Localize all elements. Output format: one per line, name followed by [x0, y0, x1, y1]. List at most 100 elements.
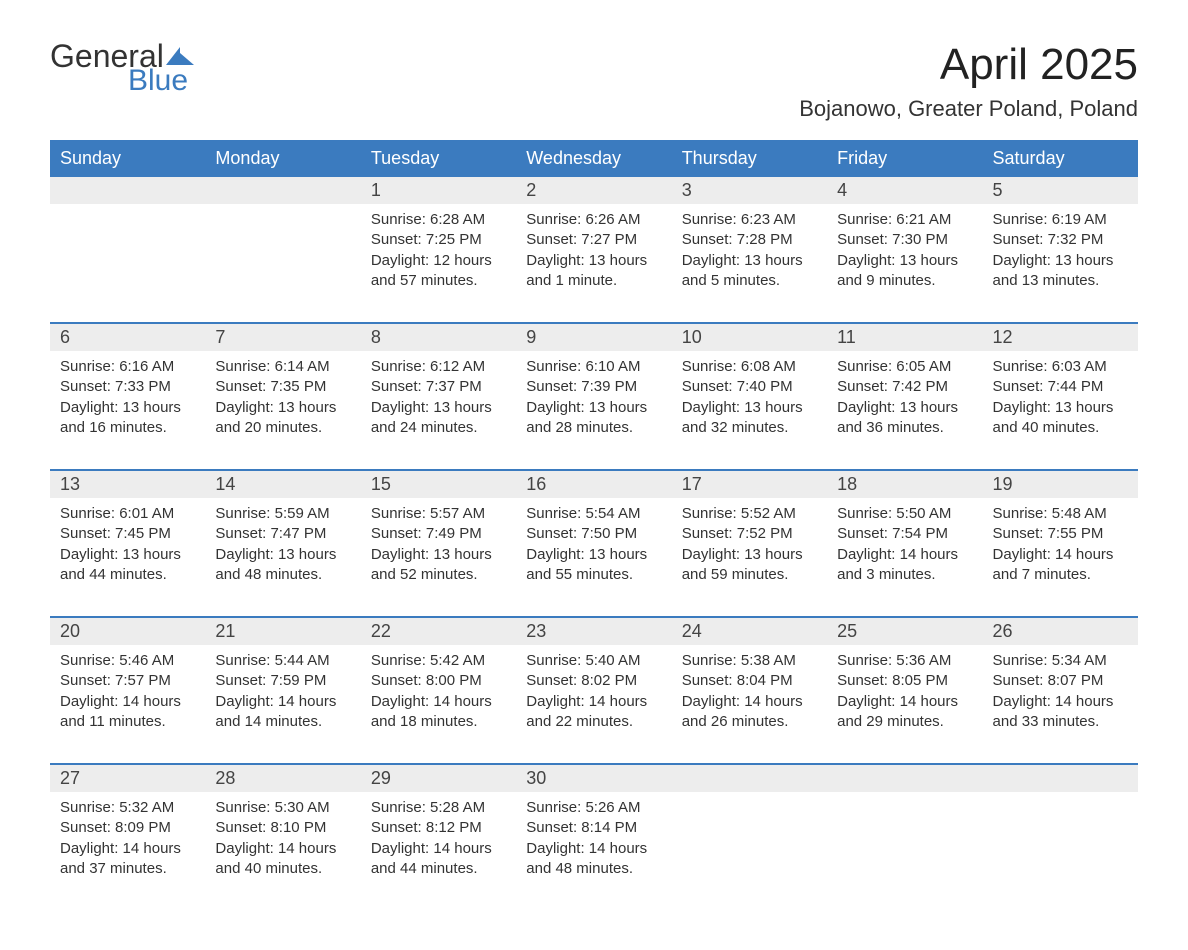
daylight2-text: and 22 minutes. [526, 712, 661, 732]
daylight1-text: Daylight: 13 hours [837, 251, 972, 271]
daylight2-text: and 20 minutes. [215, 418, 350, 438]
daylight1-text: Daylight: 14 hours [215, 839, 350, 859]
week-body-row: Sunrise: 6:28 AMSunset: 7:25 PM Daylight:… [50, 204, 1138, 322]
sunset-text: Sunset: 7:47 PM [215, 524, 350, 544]
sunset-text: Sunset: 7:55 PM [993, 524, 1128, 544]
daylight2-text: and 48 minutes. [215, 565, 350, 585]
daylight2-text: and 9 minutes. [837, 271, 972, 291]
daylight2-text: and 13 minutes. [993, 271, 1128, 291]
cell-body: Sunrise: 6:28 AMSunset: 7:25 PMDaylight:… [361, 204, 516, 303]
cell-body: Sunrise: 5:28 AMSunset: 8:12 PMDaylight:… [361, 792, 516, 891]
sunrise-text: Sunrise: 5:34 AM [993, 651, 1128, 671]
day-number: 10 [672, 324, 827, 351]
weekday-header: Sunday [50, 140, 205, 177]
brand-logo: General Blue [50, 40, 194, 96]
day-number: 7 [205, 324, 360, 351]
daylight1-text: Daylight: 13 hours [60, 545, 195, 565]
page-header: General Blue April 2025 Bojanowo, Greate… [50, 40, 1138, 122]
weekday-header: Monday [205, 140, 360, 177]
calendar-cell: Sunrise: 5:36 AMSunset: 8:05 PMDaylight:… [827, 645, 982, 763]
cell-body: Sunrise: 5:32 AMSunset: 8:09 PMDaylight:… [50, 792, 205, 891]
calendar-cell [827, 792, 982, 910]
sunrise-text: Sunrise: 6:26 AM [526, 210, 661, 230]
cell-body: Sunrise: 6:26 AMSunset: 7:27 PMDaylight:… [516, 204, 671, 303]
daylight2-text: and 37 minutes. [60, 859, 195, 879]
sunset-text: Sunset: 7:37 PM [371, 377, 506, 397]
sunset-text: Sunset: 7:25 PM [371, 230, 506, 250]
daylight1-text: Daylight: 13 hours [371, 545, 506, 565]
calendar-cell: Sunrise: 6:26 AMSunset: 7:27 PMDaylight:… [516, 204, 671, 322]
daylight1-text: Daylight: 13 hours [526, 398, 661, 418]
sunset-text: Sunset: 7:42 PM [837, 377, 972, 397]
sunset-text: Sunset: 7:33 PM [60, 377, 195, 397]
cell-body: Sunrise: 6:08 AMSunset: 7:40 PMDaylight:… [672, 351, 827, 450]
calendar-cell: Sunrise: 6:23 AMSunset: 7:28 PMDaylight:… [672, 204, 827, 322]
sunrise-text: Sunrise: 6:28 AM [371, 210, 506, 230]
daylight2-text: and 28 minutes. [526, 418, 661, 438]
title-block: April 2025 Bojanowo, Greater Poland, Pol… [799, 40, 1138, 122]
daylight1-text: Daylight: 14 hours [837, 545, 972, 565]
day-number: 28 [205, 765, 360, 792]
daylight1-text: Daylight: 14 hours [993, 545, 1128, 565]
calendar-cell [50, 204, 205, 322]
day-number [983, 765, 1138, 792]
daylight2-text: and 11 minutes. [60, 712, 195, 732]
daylight1-text: Daylight: 13 hours [526, 545, 661, 565]
sunrise-text: Sunrise: 6:08 AM [682, 357, 817, 377]
day-number: 1 [361, 177, 516, 204]
day-number: 13 [50, 471, 205, 498]
weeks-container: 12345Sunrise: 6:28 AMSunset: 7:25 PMDayl… [50, 177, 1138, 910]
calendar-cell: Sunrise: 5:44 AMSunset: 7:59 PMDaylight:… [205, 645, 360, 763]
sunset-text: Sunset: 7:59 PM [215, 671, 350, 691]
cell-body: Sunrise: 5:42 AMSunset: 8:00 PMDaylight:… [361, 645, 516, 744]
sunrise-text: Sunrise: 5:32 AM [60, 798, 195, 818]
calendar-cell: Sunrise: 6:14 AMSunset: 7:35 PMDaylight:… [205, 351, 360, 469]
daylight2-text: and 40 minutes. [993, 418, 1128, 438]
day-number: 2 [516, 177, 671, 204]
sunset-text: Sunset: 8:02 PM [526, 671, 661, 691]
calendar-cell [983, 792, 1138, 910]
cell-body: Sunrise: 5:57 AMSunset: 7:49 PMDaylight:… [361, 498, 516, 597]
cell-body: Sunrise: 5:52 AMSunset: 7:52 PMDaylight:… [672, 498, 827, 597]
sunrise-text: Sunrise: 5:30 AM [215, 798, 350, 818]
sunrise-text: Sunrise: 5:50 AM [837, 504, 972, 524]
cell-body [983, 792, 1138, 810]
daylight2-text: and 26 minutes. [682, 712, 817, 732]
day-number: 25 [827, 618, 982, 645]
daylight2-text: and 1 minute. [526, 271, 661, 291]
daynum-row: 27282930 [50, 763, 1138, 792]
calendar-cell: Sunrise: 6:01 AMSunset: 7:45 PMDaylight:… [50, 498, 205, 616]
weekday-header: Thursday [672, 140, 827, 177]
cell-body [827, 792, 982, 810]
daylight1-text: Daylight: 14 hours [60, 692, 195, 712]
daylight1-text: Daylight: 13 hours [993, 251, 1128, 271]
daylight1-text: Daylight: 14 hours [682, 692, 817, 712]
day-number: 18 [827, 471, 982, 498]
calendar-cell: Sunrise: 5:59 AMSunset: 7:47 PMDaylight:… [205, 498, 360, 616]
sunrise-text: Sunrise: 5:52 AM [682, 504, 817, 524]
daylight2-text: and 44 minutes. [60, 565, 195, 585]
daylight2-text: and 52 minutes. [371, 565, 506, 585]
calendar: Sunday Monday Tuesday Wednesday Thursday… [50, 140, 1138, 910]
day-number [827, 765, 982, 792]
sunset-text: Sunset: 8:10 PM [215, 818, 350, 838]
cell-body: Sunrise: 5:36 AMSunset: 8:05 PMDaylight:… [827, 645, 982, 744]
calendar-cell: Sunrise: 6:16 AMSunset: 7:33 PMDaylight:… [50, 351, 205, 469]
week-row: 6789101112Sunrise: 6:16 AMSunset: 7:33 P… [50, 322, 1138, 469]
cell-body: Sunrise: 6:16 AMSunset: 7:33 PMDaylight:… [50, 351, 205, 450]
daylight2-text: and 24 minutes. [371, 418, 506, 438]
week-body-row: Sunrise: 5:32 AMSunset: 8:09 PMDaylight:… [50, 792, 1138, 910]
sunset-text: Sunset: 8:05 PM [837, 671, 972, 691]
daylight1-text: Daylight: 13 hours [837, 398, 972, 418]
sunset-text: Sunset: 7:49 PM [371, 524, 506, 544]
calendar-cell: Sunrise: 6:21 AMSunset: 7:30 PMDaylight:… [827, 204, 982, 322]
daylight2-text: and 18 minutes. [371, 712, 506, 732]
sunrise-text: Sunrise: 5:28 AM [371, 798, 506, 818]
calendar-cell: Sunrise: 6:10 AMSunset: 7:39 PMDaylight:… [516, 351, 671, 469]
week-body-row: Sunrise: 6:16 AMSunset: 7:33 PMDaylight:… [50, 351, 1138, 469]
sunset-text: Sunset: 8:04 PM [682, 671, 817, 691]
daylight2-text: and 36 minutes. [837, 418, 972, 438]
daylight1-text: Daylight: 13 hours [993, 398, 1128, 418]
daylight1-text: Daylight: 14 hours [371, 839, 506, 859]
day-number: 26 [983, 618, 1138, 645]
